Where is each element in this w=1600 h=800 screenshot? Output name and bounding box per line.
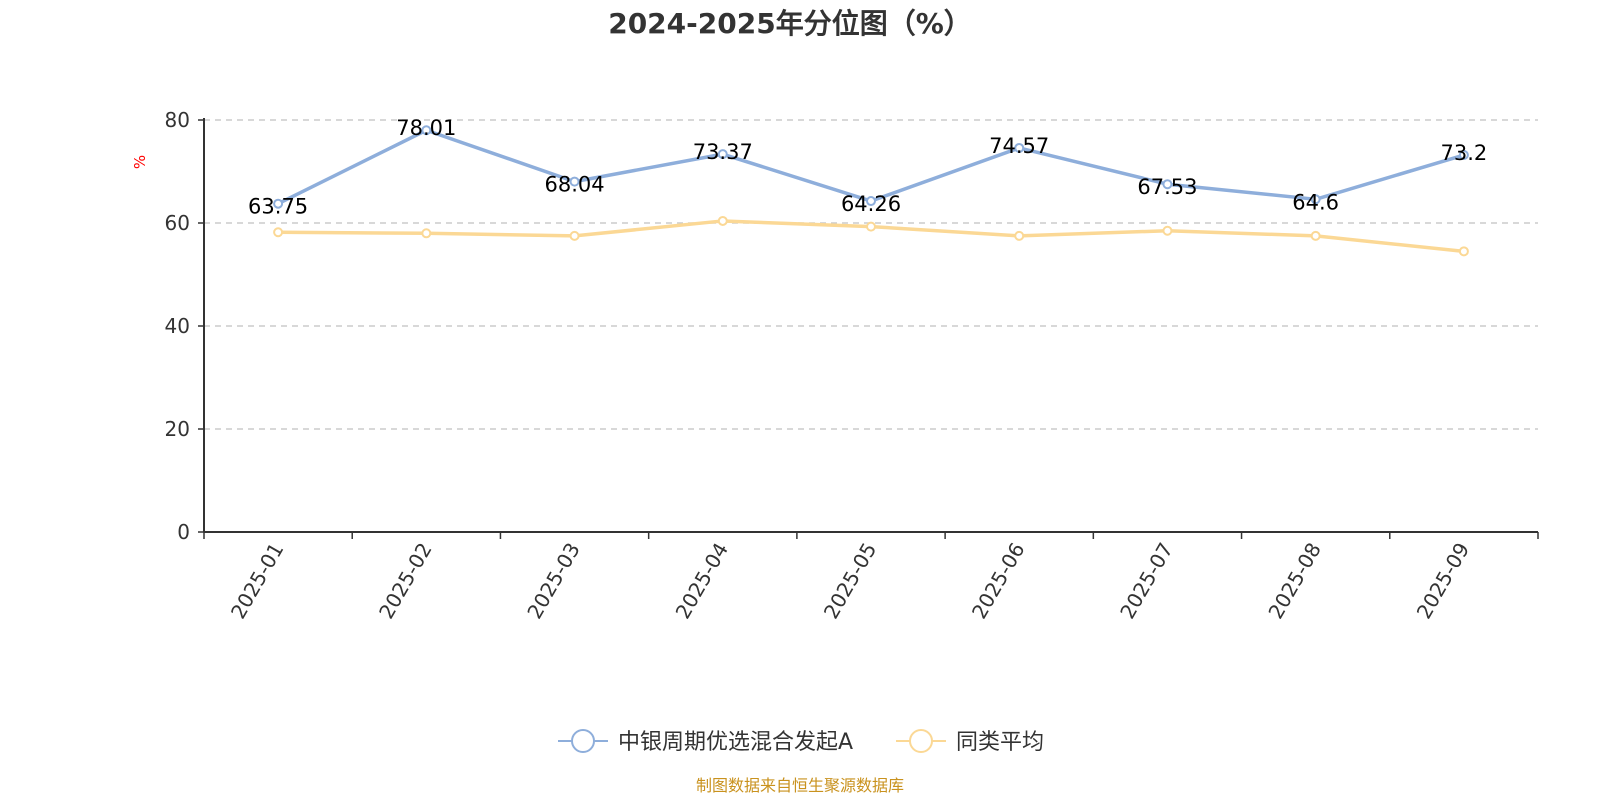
data-label: 67.53 (1137, 175, 1197, 199)
source-note: 制图数据来自恒生聚源数据库 (696, 776, 904, 795)
data-point[interactable] (1458, 150, 1469, 161)
data-label: 73.2 (1441, 141, 1488, 165)
x-tick-label: 2025-05 (819, 539, 882, 623)
data-label: 64.6 (1292, 190, 1339, 214)
x-tick-label: 2025-04 (671, 539, 734, 623)
x-tick-label: 2025-03 (522, 539, 585, 623)
data-label: 63.75 (248, 195, 308, 219)
series-lines (273, 125, 1469, 257)
x-tick-label: 2025-02 (374, 539, 437, 623)
legend-marker (571, 729, 595, 753)
legend-item-0[interactable]: 中银周期优选混合发起A (558, 729, 853, 755)
y-tick-label: 40 (165, 314, 190, 338)
data-label: 73.37 (693, 140, 753, 164)
data-point[interactable] (717, 149, 728, 160)
data-point[interactable] (1162, 225, 1173, 236)
data-point[interactable] (421, 228, 432, 239)
data-label: 64.26 (841, 192, 901, 216)
legend[interactable]: 中银周期优选混合发起A 同类平均 (558, 729, 1044, 755)
x-tick-label: 2025-08 (1263, 539, 1326, 623)
data-point[interactable] (1458, 246, 1469, 257)
chart-title: 2024-2025年分位图（%） (608, 7, 972, 40)
data-point[interactable] (1310, 194, 1321, 205)
data-point[interactable] (273, 198, 284, 209)
y-tick-label: 0 (177, 520, 190, 544)
data-point[interactable] (1162, 179, 1173, 190)
data-point[interactable] (569, 176, 580, 187)
x-tick-label: 2025-01 (226, 539, 289, 623)
legend-label: 中银周期优选混合发起A (618, 730, 853, 755)
data-point[interactable] (1014, 230, 1025, 241)
x-tick-label: 2025-07 (1115, 539, 1178, 623)
data-point[interactable] (866, 196, 876, 207)
grid-lines (204, 119, 1538, 430)
data-label: 68.04 (544, 173, 604, 197)
x-tick-label: 2025-09 (1412, 539, 1475, 623)
data-point[interactable] (1310, 230, 1321, 241)
legend-marker (909, 729, 933, 753)
y-tick-label: 60 (165, 211, 190, 235)
y-tick-label: 80 (165, 108, 190, 132)
data-point[interactable] (1014, 142, 1025, 153)
y-axis-unit: % (131, 155, 149, 169)
legend-item-1[interactable]: 同类平均 (896, 729, 1044, 755)
y-tick-label: 20 (165, 417, 190, 441)
data-point[interactable] (717, 215, 728, 226)
data-point[interactable] (569, 230, 580, 241)
data-point[interactable] (273, 227, 284, 238)
data-labels: 63.75 78.01 68.04 73.37 64.26 74.57 67.53 64.6 7… (248, 116, 1487, 218)
axes: 0 20 40 60 80 2025-01 2025-02 2025-03 2025-04 202… (165, 108, 1539, 623)
data-point[interactable] (421, 125, 432, 136)
data-point[interactable] (866, 221, 876, 232)
legend-label: 同类平均 (956, 730, 1044, 755)
data-label: 78.01 (396, 116, 456, 140)
x-tick-label: 2025-06 (967, 539, 1030, 623)
data-label: 74.57 (989, 134, 1049, 158)
